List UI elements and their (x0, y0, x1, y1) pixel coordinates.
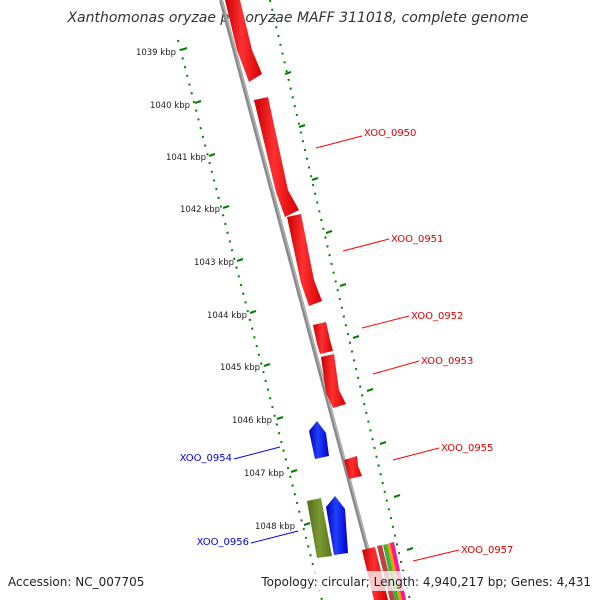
tick-mark (406, 547, 414, 551)
tick-mark (249, 310, 257, 314)
leader-line (392, 447, 440, 461)
tick-mark (236, 258, 244, 262)
accession-text: Accession: NC_007705 (8, 575, 144, 589)
tick-label: 1046 kbp (232, 416, 272, 426)
tick-mark (311, 177, 319, 181)
tick-mark (379, 441, 387, 445)
tick-mark (325, 230, 333, 234)
tick-label: 1039 kbp (136, 48, 176, 58)
gene-label-xoo-0954[interactable]: XOO_0954 (180, 453, 232, 464)
gene-arrow-xoo-0953[interactable] (321, 354, 346, 408)
gene-label-xoo-0951[interactable]: XOO_0951 (391, 234, 443, 245)
leader-line (250, 530, 299, 544)
gene-label-xoo-0957[interactable]: XOO_0957 (461, 545, 513, 556)
map-title: Xanthomonas oryzae pv. oryzae MAFF 31101… (66, 10, 528, 26)
footer-backdrop (0, 571, 600, 591)
tick-label: 1041 kbp (166, 153, 206, 163)
gene-label-xoo-0956[interactable]: XOO_0956 (197, 537, 249, 548)
gene-arrow-xoo-0950[interactable] (254, 97, 299, 217)
tick-mark (298, 124, 306, 128)
tick-mark (284, 71, 292, 75)
tick-mark (180, 47, 188, 51)
tick-mark (222, 205, 230, 209)
gene-label-xoo-0950[interactable]: XOO_0950 (364, 128, 416, 139)
gene-arrow-xoo-0956[interactable] (326, 496, 348, 555)
tick-mark (276, 416, 284, 420)
tick-label: 1044 kbp (207, 311, 247, 321)
leader-line (233, 446, 281, 460)
gene-labels: XOO_0950 XOO_0951 XOO_0952 XOO_0953 XOO_… (180, 128, 514, 556)
leader-line (361, 315, 410, 329)
gene-arrow-xoo-0949[interactable] (225, 0, 262, 82)
tick-mark (290, 469, 298, 473)
tick-label: 1042 kbp (180, 205, 220, 215)
inner-tick-rail (177, 39, 323, 600)
tick-label: 1045 kbp (220, 363, 260, 373)
gene-arrow-xoo-0955[interactable] (344, 456, 362, 479)
gene-leaders (233, 135, 460, 562)
tick-mark (263, 363, 271, 367)
gene-label-xoo-0953[interactable]: XOO_0953 (421, 356, 473, 367)
gene-label-xoo-0955[interactable]: XOO_0955 (441, 443, 493, 454)
leader-line (315, 135, 363, 149)
outer-major-ticks (284, 71, 414, 551)
gene-arrow-xoo-0951[interactable] (287, 214, 322, 306)
tick-mark (208, 153, 216, 157)
tick-label: 1047 kbp (244, 469, 284, 479)
leader-line (412, 549, 460, 562)
genome-backbone (219, 0, 383, 600)
tick-mark (303, 522, 311, 526)
reverse-strand-genes (307, 421, 348, 558)
genome-backbone-highlight (221, 0, 383, 600)
tick-label: 1043 kbp (194, 258, 234, 268)
tick-mark (339, 283, 347, 287)
topology-text: Topology: circular; Length: 4,940,217 bp… (260, 575, 591, 589)
tick-mark (194, 100, 202, 104)
tick-label: 1048 kbp (255, 522, 295, 532)
tick-mark (366, 388, 374, 392)
gene-label-xoo-0952[interactable]: XOO_0952 (411, 311, 463, 322)
tick-labels: 1039 kbp 1040 kbp 1041 kbp 1042 kbp 1043… (136, 48, 295, 532)
gene-arrow-xoo-0952[interactable] (313, 322, 333, 354)
tick-mark (352, 335, 360, 339)
rna-gene-block[interactable] (307, 498, 332, 558)
leader-line (342, 238, 390, 252)
tick-label: 1040 kbp (150, 101, 190, 111)
tick-mark (393, 494, 401, 498)
outer-tick-rail (269, 0, 411, 600)
gene-arrow-xoo-0954[interactable] (309, 421, 329, 459)
leader-line (372, 360, 420, 375)
inner-major-ticks (180, 47, 311, 526)
